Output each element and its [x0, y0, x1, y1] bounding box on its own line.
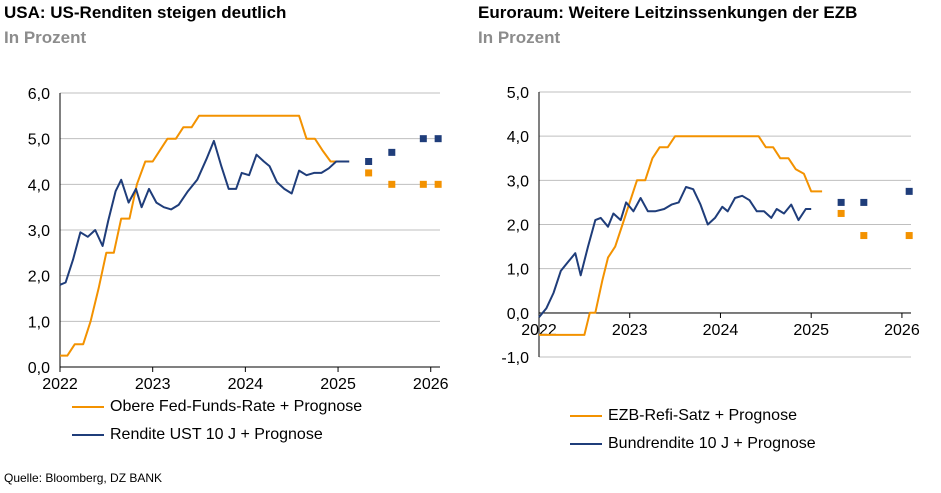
series-line-1-1 — [538, 186, 812, 318]
forecast-marker — [837, 209, 845, 217]
forecast-marker — [860, 198, 868, 206]
y-tick-label: 0,0 — [507, 306, 529, 323]
chart-title-euroraum: Euroraum: Weitere Leitzinssenkungen der … — [478, 3, 858, 22]
chart-subtitle-euroraum: In Prozent — [478, 28, 561, 47]
x-tick-label: 2023 — [612, 322, 648, 339]
legend-label-bund: Bundrendite 10 J + Prognose — [608, 435, 816, 452]
forecast-marker — [905, 232, 913, 240]
legend-euroraum: EZB-Refi-Satz + Prognose Bundrendite 10 … — [570, 402, 816, 458]
series-line-0-1 — [59, 139, 350, 286]
forecast-marker — [419, 180, 427, 188]
y-tick-label: 1,0 — [28, 314, 50, 331]
forecast-marker — [388, 180, 396, 188]
series-line-1-0 — [539, 135, 823, 336]
x-tick-label: 2023 — [135, 376, 171, 393]
y-tick-label: 2,0 — [507, 218, 529, 235]
y-tick-label: 2,0 — [28, 269, 50, 286]
y-tick-label: 1,0 — [507, 262, 529, 279]
chart-euroraum: -1,0 0,0 1,0 2,0 3,0 4,0 5,0 2022 2023 2024 2025 20… — [501, 85, 920, 367]
x-tick-label: 2025 — [793, 322, 829, 339]
forecast-marker — [434, 180, 442, 188]
chart-usa: 0,0 1,0 2,0 3,0 4,0 5,0 6,0 2022 2023 2024 2025 202… — [28, 86, 449, 393]
legend-item-fed-funds: Obere Fed-Funds-Rate + Prognose — [72, 393, 362, 421]
y-tick-label: 4,0 — [507, 129, 529, 146]
x-tick-label: 2022 — [521, 322, 557, 339]
legend-swatch-bund — [570, 443, 602, 445]
legend-usa: Obere Fed-Funds-Rate + Prognose Rendite … — [72, 393, 362, 449]
legend-swatch-ust — [72, 434, 104, 436]
forecast-marker — [365, 169, 373, 177]
x-tick-label: 2025 — [320, 376, 356, 393]
x-tick-label: 2026 — [884, 322, 920, 339]
y-tick-label: 5,0 — [28, 132, 50, 149]
source-note: Quelle: Bloomberg, DZ BANK — [4, 471, 163, 485]
y-tick-label: 0,0 — [28, 360, 50, 377]
legend-item-ust: Rendite UST 10 J + Prognose — [72, 421, 362, 449]
legend-item-ezb: EZB-Refi-Satz + Prognose — [570, 402, 816, 430]
x-tick-label: 2024 — [703, 322, 739, 339]
y-tick-label: 5,0 — [507, 85, 529, 102]
chart-title-usa: USA: US-Renditen steigen deutlich — [4, 3, 287, 22]
forecast-marker — [434, 135, 442, 143]
y-tick-label: 3,0 — [507, 173, 529, 190]
y-tick-label: 3,0 — [28, 223, 50, 240]
forecast-marker — [837, 198, 845, 206]
y-tick-label: -1,0 — [501, 350, 529, 367]
legend-label-ust: Rendite UST 10 J + Prognose — [110, 426, 323, 443]
x-tick-label: 2022 — [42, 376, 78, 393]
series-line-0-0 — [60, 114, 350, 357]
y-tick-label: 6,0 — [28, 86, 50, 103]
forecast-marker — [365, 158, 373, 165]
x-tick-label: 2024 — [228, 376, 264, 393]
chart-subtitle-usa: In Prozent — [4, 28, 87, 47]
legend-item-bund: Bundrendite 10 J + Prognose — [570, 430, 816, 458]
forecast-marker — [860, 232, 868, 240]
y-tick-label: 4,0 — [28, 177, 50, 194]
legend-label-fed-funds: Obere Fed-Funds-Rate + Prognose — [110, 398, 363, 415]
legend-label-ezb: EZB-Refi-Satz + Prognose — [608, 407, 797, 424]
legend-swatch-ezb — [570, 415, 602, 417]
forecast-marker — [905, 187, 913, 195]
forecast-marker — [388, 148, 396, 156]
x-tick-label: 2026 — [413, 376, 449, 393]
legend-swatch-fed-funds — [72, 406, 104, 408]
forecast-marker — [419, 135, 427, 143]
